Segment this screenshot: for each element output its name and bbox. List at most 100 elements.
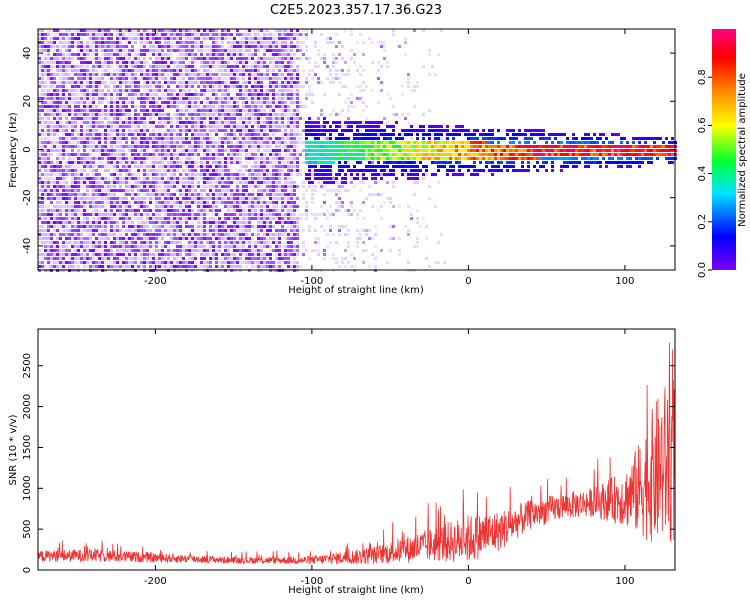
heatmap-cell xyxy=(152,213,155,216)
heatmap-cell xyxy=(266,129,269,132)
heatmap-cell xyxy=(53,261,56,264)
heatmap-cell xyxy=(50,113,53,116)
heatmap-cell xyxy=(38,237,41,240)
heatmap-cell xyxy=(179,121,182,124)
heatmap-cell xyxy=(245,129,248,132)
heatmap-cell xyxy=(248,133,251,136)
heatmap-cell xyxy=(146,173,149,176)
heatmap-cell xyxy=(140,261,143,264)
heatmap-cell xyxy=(305,213,308,216)
heatmap-cell xyxy=(260,257,263,260)
heatmap-cell xyxy=(83,129,86,132)
heatmap-cell xyxy=(104,249,107,252)
heatmap-cell xyxy=(122,125,125,128)
heatmap-cell xyxy=(275,169,278,172)
heatmap-cell xyxy=(203,145,206,148)
heatmap-cell xyxy=(149,185,152,188)
heatmap-cell xyxy=(317,169,320,172)
heatmap-cell xyxy=(80,73,83,76)
heatmap-cell xyxy=(41,61,44,64)
heatmap-cell xyxy=(167,197,170,200)
heatmap-cell xyxy=(101,217,104,220)
heatmap-cell xyxy=(56,217,59,220)
heatmap-cell xyxy=(254,81,257,84)
heatmap-cell xyxy=(227,201,230,204)
heatmap-cell xyxy=(185,129,188,132)
heatmap-cell xyxy=(71,225,74,228)
heatmap-cell xyxy=(188,257,191,260)
heatmap-cell xyxy=(158,165,161,168)
heatmap-cell xyxy=(86,245,89,248)
heatmap-cell xyxy=(95,105,98,108)
heatmap-cell xyxy=(272,113,275,116)
heatmap-cell xyxy=(239,141,242,144)
heatmap-cell xyxy=(56,197,59,200)
heatmap-cell xyxy=(203,121,206,124)
heatmap-cell xyxy=(128,181,131,184)
heatmap-cell xyxy=(314,161,317,164)
heatmap-cell xyxy=(50,29,53,32)
heatmap-cell xyxy=(131,101,134,104)
heatmap-cell xyxy=(107,141,110,144)
heatmap-cell xyxy=(155,197,158,200)
heatmap-cell xyxy=(89,105,92,108)
heatmap-cell xyxy=(248,185,251,188)
heatmap-cell xyxy=(170,129,173,132)
heatmap-cell xyxy=(143,45,146,48)
heatmap-cell xyxy=(161,177,164,180)
heatmap-cell xyxy=(242,109,245,112)
heatmap-cell xyxy=(41,85,44,88)
heatmap-cell xyxy=(242,237,245,240)
heatmap-cell xyxy=(263,165,266,168)
heatmap-cell xyxy=(167,49,170,52)
heatmap-cell xyxy=(179,125,182,128)
heatmap-cell xyxy=(248,257,251,260)
heatmap-cell xyxy=(206,201,209,204)
heatmap-cell xyxy=(239,93,242,96)
heatmap-cell xyxy=(254,49,257,52)
heatmap-cell xyxy=(305,49,308,52)
heatmap-cell xyxy=(314,229,317,232)
heatmap-cell xyxy=(143,225,146,228)
heatmap-cell xyxy=(50,253,53,256)
heatmap-cell xyxy=(89,81,92,84)
heatmap-cell xyxy=(122,29,125,32)
heatmap-cell xyxy=(161,205,164,208)
heatmap-cell xyxy=(257,69,260,72)
heatmap-cell xyxy=(107,233,110,236)
heatmap-cell xyxy=(41,69,44,72)
heatmap-cell xyxy=(188,197,191,200)
heatmap-cell xyxy=(104,125,107,128)
heatmap-cell xyxy=(194,185,197,188)
heatmap-cell xyxy=(179,93,182,96)
heatmap-cell xyxy=(74,37,77,40)
heatmap-cell xyxy=(257,117,260,120)
heatmap-cell xyxy=(101,121,104,124)
heatmap-cell xyxy=(293,249,296,252)
heatmap-cell xyxy=(59,141,62,144)
heatmap-cell xyxy=(191,237,194,240)
heatmap-cell xyxy=(143,193,146,196)
heatmap-cell xyxy=(254,233,257,236)
heatmap-cell xyxy=(266,97,269,100)
heatmap-cell xyxy=(221,105,224,108)
heatmap-cell xyxy=(62,169,65,172)
heatmap-cell xyxy=(227,177,230,180)
heatmap-cell xyxy=(56,209,59,212)
heatmap-cell xyxy=(281,77,284,80)
heatmap-cell xyxy=(179,145,182,148)
heatmap-cell xyxy=(47,153,50,156)
heatmap-cell xyxy=(110,149,113,152)
heatmap-cell xyxy=(275,93,278,96)
heatmap-cell xyxy=(122,73,125,76)
heatmap-cell xyxy=(41,201,44,204)
heatmap-cell xyxy=(194,137,197,140)
heatmap-cell xyxy=(65,261,68,264)
heatmap-cell xyxy=(113,61,116,64)
heatmap-cell xyxy=(218,221,221,224)
heatmap-cell xyxy=(176,181,179,184)
heatmap-cell xyxy=(65,101,68,104)
heatmap-cell xyxy=(65,229,68,232)
heatmap-cell xyxy=(236,113,239,116)
heatmap-cell xyxy=(185,225,188,228)
